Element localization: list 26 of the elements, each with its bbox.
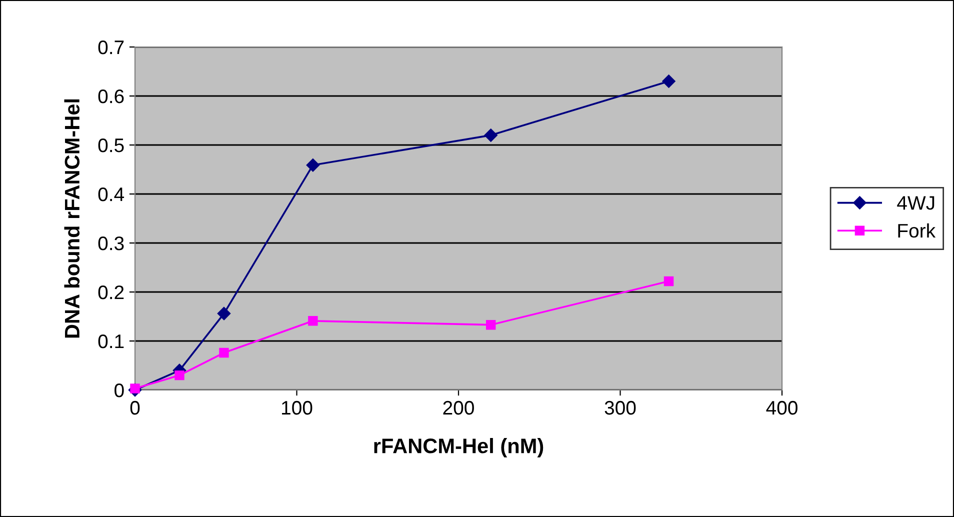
y-axis-title: DNA bound rFANCM-Hel: [64, 99, 80, 338]
y-tick-label: 0.4: [98, 187, 124, 202]
point: [486, 320, 496, 330]
point: [664, 276, 674, 286]
y-tick-label: 0.1: [98, 334, 124, 348]
point: [306, 158, 320, 172]
point: [308, 316, 318, 326]
legend-label: 4WJ: [897, 196, 934, 210]
y-tick-label: 0.6: [98, 89, 124, 104]
point: [174, 370, 184, 380]
point: [217, 306, 231, 320]
x-tick-label: 200: [443, 400, 474, 415]
legend-label: Fork: [898, 223, 936, 238]
x-axis-title: rFANCM-Hel (nM): [374, 438, 544, 458]
x-tick-label: 0: [130, 400, 140, 415]
point: [484, 128, 498, 142]
y-tick-label: 0: [114, 383, 124, 398]
x-tick-label: 300: [604, 400, 636, 415]
y-tick-label: 0.5: [98, 138, 124, 152]
y-tick-label: 0.2: [98, 285, 124, 300]
y-tick-label: 0.7: [98, 40, 124, 54]
y-tick-label: 0.3: [98, 236, 124, 250]
point: [662, 74, 676, 88]
x-tick-label: 100: [282, 400, 312, 415]
point: [219, 348, 229, 358]
x-tick-label: 400: [766, 400, 798, 415]
